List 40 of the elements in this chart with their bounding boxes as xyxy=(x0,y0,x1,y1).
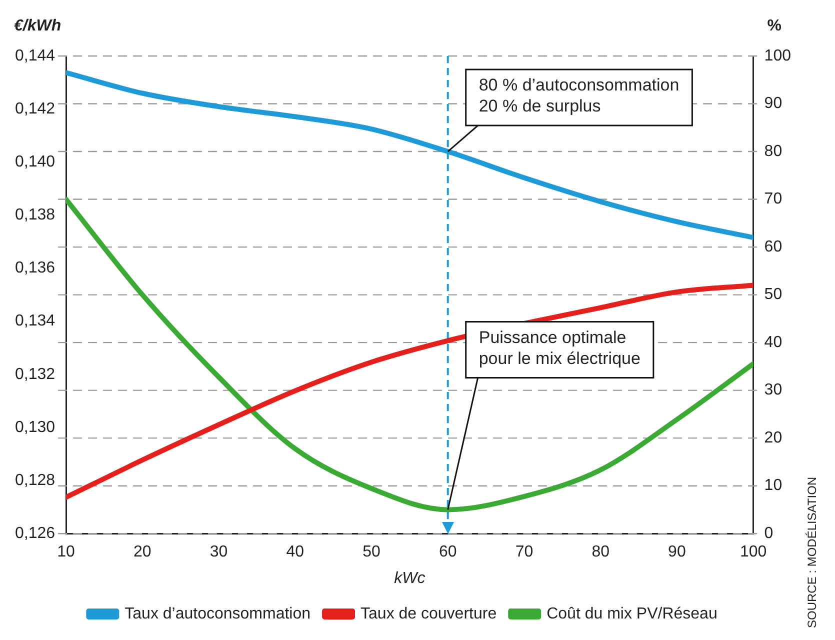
y2-tick-label: 70 xyxy=(764,190,782,208)
y-tick-label: 0,136 xyxy=(14,260,56,277)
y2-tick-label: 0 xyxy=(764,525,774,542)
x-tick-label: 10 xyxy=(57,544,76,561)
legend-label: Coût du mix PV/Réseau xyxy=(546,605,718,622)
x-tick-label: 50 xyxy=(362,544,380,561)
y2-tick-label: 50 xyxy=(764,286,782,304)
x-tick-label: 20 xyxy=(134,544,152,561)
y-tick-label: 0,134 xyxy=(14,312,56,330)
annotation: 80 % d’autoconsommation 20 % de surplus xyxy=(478,76,680,116)
y-tick-label: 0,144 xyxy=(14,47,56,64)
x-tick-label: 60 xyxy=(438,544,457,561)
y2-tick-label: 80 xyxy=(764,142,782,160)
y2-tick-label: 60 xyxy=(764,238,782,256)
y-tick-label: 0,128 xyxy=(14,472,56,489)
y-tick-label: 0,130 xyxy=(14,418,56,436)
y-tick-label: 0,126 xyxy=(14,525,56,542)
y2-axis-title: % xyxy=(767,17,782,34)
legend-label: Taux d’autoconsommation xyxy=(124,605,311,622)
x-tick-label: 30 xyxy=(210,544,228,561)
y-tick-label: 0,138 xyxy=(14,206,56,224)
x-tick-label: 80 xyxy=(592,544,610,561)
annotation: Puissance optimale pour le mix électrique xyxy=(478,328,640,368)
y-tick-label: 0,140 xyxy=(14,154,56,171)
y-axis-title: €/kWh xyxy=(14,17,62,34)
legend-label: Taux de couverture xyxy=(360,605,497,622)
x-tick-label: 100 xyxy=(740,544,767,561)
source-note: SOURCE : MODÉLISATION xyxy=(805,476,819,628)
y2-tick-label: 100 xyxy=(764,47,792,64)
y2-tick-label: 10 xyxy=(764,477,782,494)
y-tick-label: 0,132 xyxy=(14,366,56,383)
y2-tick-label: 30 xyxy=(764,382,782,399)
x-axis-title: kWc xyxy=(394,570,426,587)
y2-tick-label: 90 xyxy=(764,95,782,112)
y2-tick-label: 20 xyxy=(764,429,782,446)
y2-tick-label: 40 xyxy=(764,334,782,351)
y-tick-label: 0,142 xyxy=(14,100,56,118)
x-tick-label: 90 xyxy=(668,544,686,561)
x-tick-label: 70 xyxy=(515,544,534,561)
x-tick-label: 40 xyxy=(286,544,304,561)
